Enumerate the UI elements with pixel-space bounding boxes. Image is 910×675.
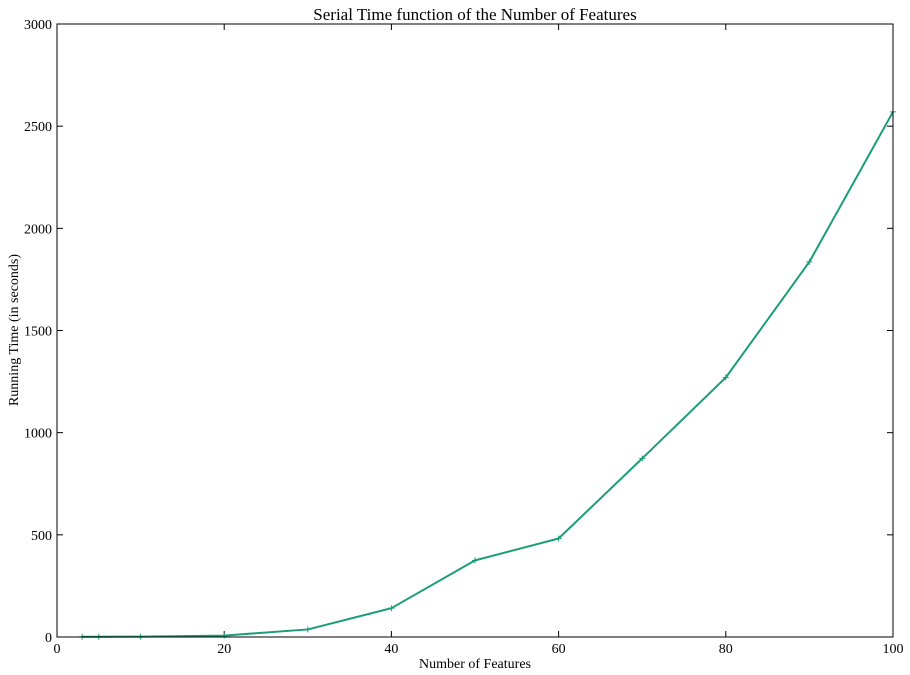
data-point-marker [555,535,562,542]
data-point-marker [639,455,646,462]
y-tick-label: 500 [31,529,52,544]
x-tick-label: 20 [217,642,231,657]
data-point-marker [722,374,729,381]
x-axis-label: Number of Features [419,657,531,672]
y-tick-label: 1000 [24,427,52,442]
x-tick-label: 80 [719,642,733,657]
plot-frame [56,23,894,638]
y-tick-label: 1500 [24,325,52,340]
x-tick-label: 100 [883,642,904,657]
y-tick-label: 2500 [24,120,52,135]
y-tick-label: 2000 [24,222,52,237]
data-point-marker [221,632,228,639]
data-point-marker [806,258,813,265]
chart-title: Serial Time function of the Number of Fe… [313,5,636,24]
data-point-marker [388,605,395,612]
y-axis-label: Running Time (in seconds) [7,254,22,406]
x-tick-label: 60 [552,642,566,657]
y-tick-label: 3000 [24,18,52,33]
y-tick-label: 0 [45,631,52,646]
x-tick-label: 0 [54,642,61,657]
data-point-marker [304,626,311,633]
data-point-marker [472,557,478,564]
x-tick-label: 40 [384,642,398,657]
